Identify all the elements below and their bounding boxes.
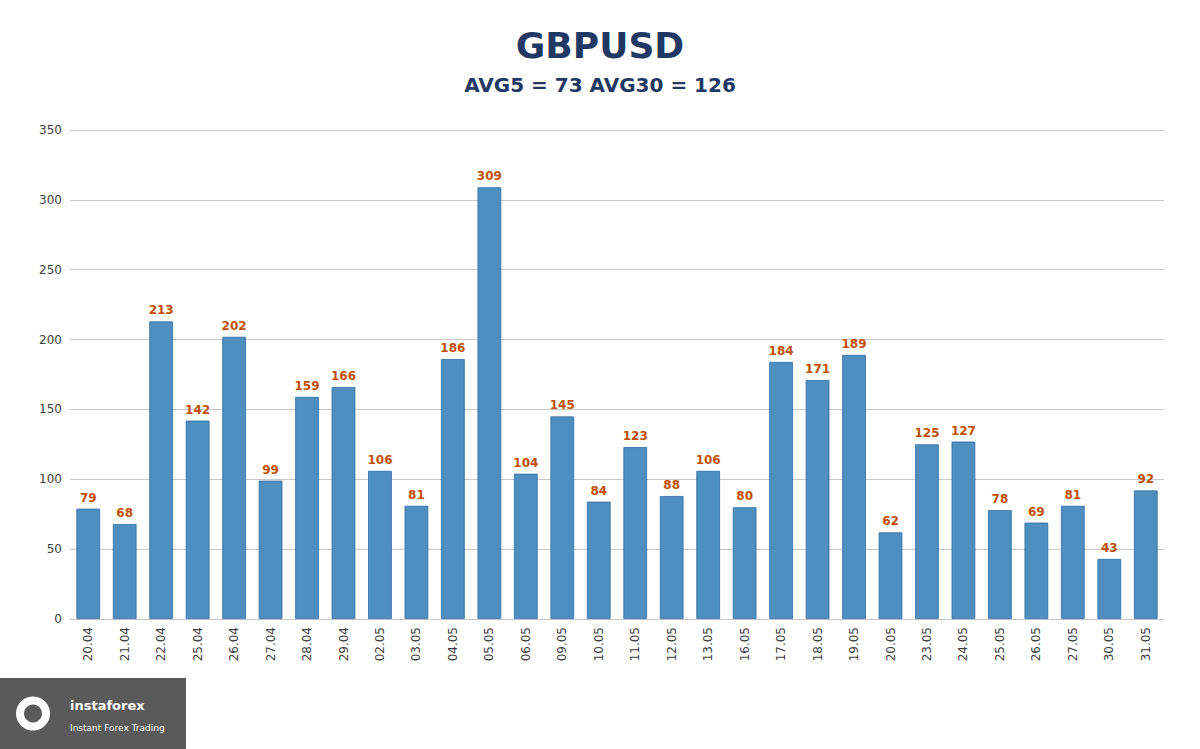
svg-text:13.05: 13.05	[701, 627, 715, 661]
svg-text:69: 69	[1028, 505, 1045, 519]
svg-text:43: 43	[1101, 541, 1118, 555]
svg-text:18.05: 18.05	[811, 627, 825, 661]
svg-text:142: 142	[185, 403, 210, 417]
svg-text:12.05: 12.05	[665, 627, 679, 661]
svg-text:202: 202	[222, 319, 247, 333]
svg-text:159: 159	[295, 379, 320, 393]
svg-text:20.04: 20.04	[81, 627, 95, 661]
svg-text:213: 213	[149, 303, 174, 317]
svg-text:150: 150	[39, 402, 62, 416]
svg-text:04.05: 04.05	[446, 627, 460, 661]
svg-text:189: 189	[842, 337, 867, 351]
svg-text:11.05: 11.05	[628, 627, 642, 661]
svg-text:16.05: 16.05	[738, 627, 752, 661]
svg-text:17.05: 17.05	[774, 627, 788, 661]
svg-text:171: 171	[805, 362, 830, 376]
svg-text:309: 309	[477, 169, 502, 183]
svg-text:123: 123	[623, 429, 648, 443]
svg-text:30.05: 30.05	[1102, 627, 1116, 661]
svg-text:81: 81	[408, 488, 425, 502]
svg-text:350: 350	[39, 123, 62, 137]
svg-text:20.05: 20.05	[884, 627, 898, 661]
svg-text:28.04: 28.04	[300, 627, 314, 661]
svg-text:21.04: 21.04	[118, 627, 132, 661]
svg-text:0: 0	[54, 612, 62, 626]
svg-text:81: 81	[1064, 488, 1081, 502]
svg-text:24.05: 24.05	[956, 627, 970, 661]
svg-text:250: 250	[39, 263, 62, 277]
svg-text:84: 84	[590, 484, 607, 498]
svg-text:26.04: 26.04	[227, 627, 241, 661]
svg-text:19.05: 19.05	[847, 627, 861, 661]
svg-text:78: 78	[992, 492, 1009, 506]
svg-text:25.05: 25.05	[993, 627, 1007, 661]
svg-text:23.05: 23.05	[920, 627, 934, 661]
svg-text:125: 125	[914, 426, 939, 440]
svg-text:166: 166	[331, 369, 356, 383]
svg-text:instaforex: instaforex	[70, 698, 145, 713]
svg-text:79: 79	[80, 491, 97, 505]
svg-text:27.05: 27.05	[1066, 627, 1080, 661]
svg-text:10.05: 10.05	[592, 627, 606, 661]
svg-text:AVG5 = 73 AVG30 = 126: AVG5 = 73 AVG30 = 126	[464, 73, 736, 97]
svg-text:100: 100	[39, 472, 62, 486]
svg-text:02.05: 02.05	[373, 627, 387, 661]
svg-text:106: 106	[696, 453, 721, 467]
svg-text:06.05: 06.05	[519, 627, 533, 661]
svg-text:22.04: 22.04	[154, 627, 168, 661]
svg-text:03.05: 03.05	[409, 627, 423, 661]
svg-text:25.04: 25.04	[191, 627, 205, 661]
svg-text:104: 104	[513, 456, 538, 470]
svg-text:127: 127	[951, 424, 976, 438]
svg-text:80: 80	[736, 489, 753, 503]
svg-text:186: 186	[440, 341, 465, 355]
svg-text:106: 106	[367, 453, 392, 467]
svg-text:Instant Forex Trading: Instant Forex Trading	[70, 723, 165, 733]
svg-text:300: 300	[39, 193, 62, 207]
svg-text:05.05: 05.05	[482, 627, 496, 661]
svg-text:68: 68	[116, 506, 133, 520]
svg-text:92: 92	[1137, 472, 1154, 486]
svg-text:50: 50	[47, 542, 62, 556]
svg-text:99: 99	[262, 463, 279, 477]
svg-text:184: 184	[769, 344, 794, 358]
svg-text:200: 200	[39, 333, 62, 347]
svg-text:29.04: 29.04	[337, 627, 351, 661]
svg-text:145: 145	[550, 398, 575, 412]
svg-text:88: 88	[663, 478, 680, 492]
svg-text:62: 62	[882, 514, 899, 528]
svg-text:31.05: 31.05	[1139, 627, 1153, 661]
svg-text:27.04: 27.04	[264, 627, 278, 661]
svg-text:26.05: 26.05	[1029, 627, 1043, 661]
svg-text:GBPUSD: GBPUSD	[516, 25, 684, 66]
svg-text:09.05: 09.05	[555, 627, 569, 661]
